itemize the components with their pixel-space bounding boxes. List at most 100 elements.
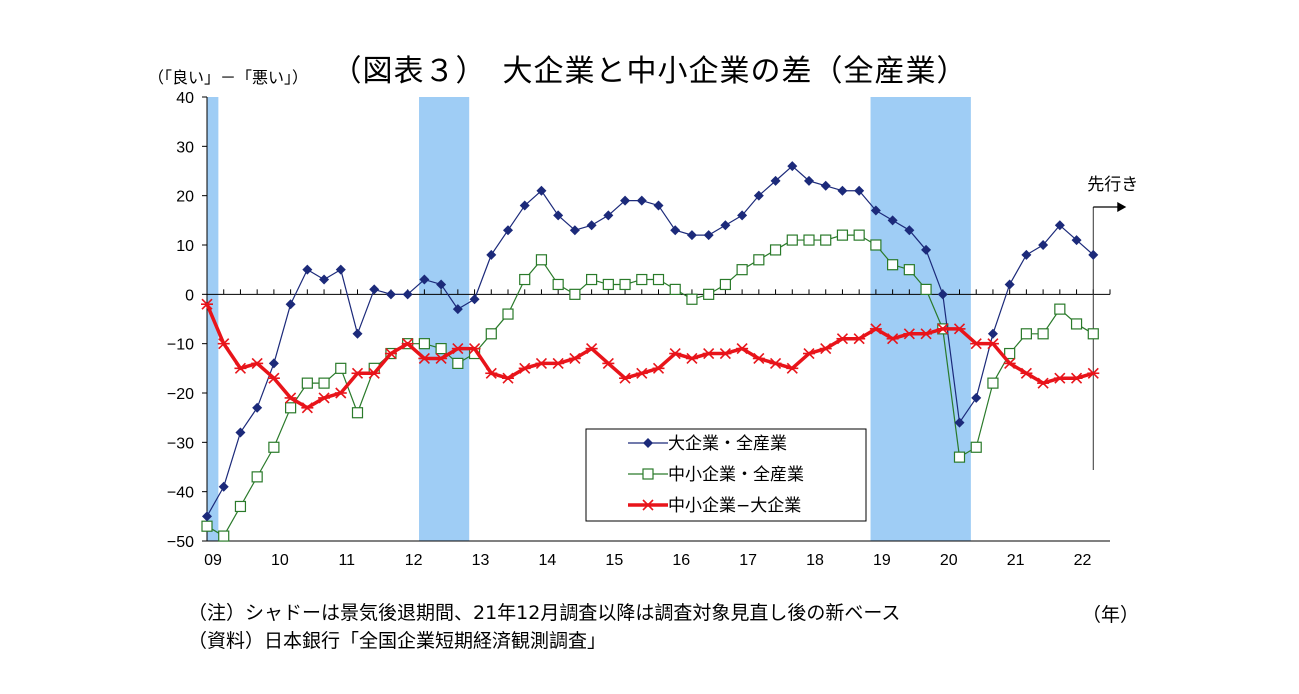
data-point	[1037, 377, 1050, 389]
x-tick-label: 12	[405, 552, 423, 569]
data-point	[652, 273, 665, 286]
data-point	[904, 225, 915, 236]
data-point	[368, 367, 381, 379]
y-tick-label: −20	[167, 386, 194, 403]
data-point	[819, 343, 832, 355]
data-point	[854, 185, 865, 196]
data-point	[1037, 328, 1049, 340]
data-point	[569, 288, 581, 300]
data-point	[1070, 318, 1083, 330]
data-point	[301, 377, 313, 389]
note-text: （注）シャドーは景気後退期間、21年12月調査以降は調査対象見直し後の新ベース	[188, 602, 901, 624]
x-tick-label: 18	[806, 552, 824, 569]
y-axis-unit-label: （「良い」－「悪い」）	[148, 68, 309, 87]
data-point	[987, 328, 998, 339]
data-point	[502, 372, 514, 384]
data-point	[602, 357, 615, 369]
data-point	[435, 343, 447, 355]
data-point	[753, 190, 764, 201]
data-point	[620, 195, 631, 206]
data-point	[685, 352, 698, 365]
x-tick-label: 22	[1074, 552, 1092, 569]
data-point	[787, 161, 798, 172]
data-point	[569, 225, 580, 236]
data-point	[619, 278, 631, 291]
data-point	[251, 357, 264, 369]
data-point	[752, 352, 765, 365]
data-point	[436, 279, 447, 290]
data-point	[503, 225, 513, 236]
y-tick-label: 10	[176, 238, 194, 255]
data-point	[552, 357, 565, 369]
data-point	[836, 333, 849, 345]
legend-item: 中小企業・全産業	[628, 465, 804, 485]
data-point	[1087, 367, 1100, 379]
data-point	[418, 352, 431, 365]
data-point	[1054, 303, 1066, 315]
data-point	[652, 362, 665, 374]
data-point	[401, 338, 414, 350]
series-large-firms	[202, 161, 1099, 522]
data-point	[804, 175, 814, 186]
data-point	[1087, 328, 1099, 340]
data-point	[469, 294, 480, 305]
data-point	[936, 323, 949, 335]
data-point	[485, 367, 498, 379]
y-tick-label: 20	[176, 189, 194, 206]
data-point	[954, 417, 965, 428]
data-point	[887, 259, 899, 271]
data-point	[452, 304, 463, 315]
data-point	[351, 407, 364, 419]
data-point	[786, 362, 799, 374]
x-tick-label: 15	[605, 552, 623, 569]
recession-shade	[419, 97, 470, 541]
data-point	[536, 185, 547, 196]
data-point	[903, 328, 916, 340]
legend-label: 中小企業−大企業	[668, 496, 801, 516]
data-point	[201, 520, 213, 532]
data-point	[887, 215, 898, 226]
series-small-firms	[201, 229, 1099, 542]
y-tick-label: −50	[167, 534, 194, 551]
legend-label: 大企業・全産業	[668, 434, 787, 454]
data-point	[853, 229, 865, 241]
data-point	[568, 352, 581, 365]
data-point	[553, 210, 564, 221]
data-point	[468, 343, 481, 355]
x-tick-label: 19	[873, 552, 891, 569]
data-point	[720, 220, 731, 231]
data-point	[252, 402, 263, 413]
series-line	[206, 234, 1094, 537]
data-point	[803, 234, 815, 246]
data-point	[786, 234, 798, 246]
data-point	[1038, 240, 1049, 250]
data-point	[218, 481, 229, 492]
y-tick-label: 0	[185, 287, 194, 304]
data-point	[268, 358, 279, 369]
data-point	[318, 392, 331, 404]
data-point	[235, 427, 246, 438]
data-point	[585, 343, 598, 355]
data-point	[703, 288, 715, 300]
data-point	[769, 244, 782, 256]
legend-label: 中小企業・全産業	[668, 465, 804, 485]
data-point	[251, 471, 263, 483]
data-point	[519, 273, 531, 286]
series-difference	[201, 298, 1100, 414]
data-point	[870, 205, 881, 216]
data-point	[920, 328, 933, 340]
data-point	[937, 289, 948, 300]
data-point	[770, 175, 781, 186]
data-point	[853, 333, 866, 345]
data-point	[268, 441, 280, 453]
y-tick-label: −40	[167, 485, 194, 502]
future-label: 先行き	[1087, 175, 1138, 195]
data-point	[670, 225, 681, 236]
data-point	[987, 377, 999, 389]
data-point	[837, 185, 848, 196]
data-point	[719, 278, 731, 291]
data-point	[351, 367, 364, 379]
data-point	[301, 402, 314, 414]
data-point	[803, 347, 815, 360]
data-point	[636, 195, 647, 206]
